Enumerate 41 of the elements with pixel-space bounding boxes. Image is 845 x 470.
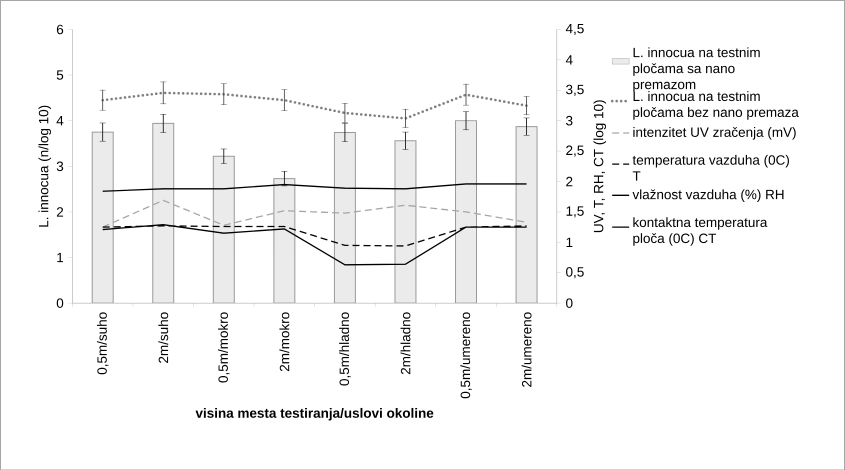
y2-tick-label: 3,5 (566, 84, 584, 96)
y-tick-label: 2 (56, 206, 64, 216)
y2-tick-label: 1,5 (566, 206, 584, 218)
y2-tick-label: 2 (566, 176, 572, 186)
bar (455, 120, 477, 303)
line-series (101, 91, 528, 120)
y2-tick-label: 1 (566, 237, 572, 247)
x-tick-label: 0,5m/hladno (339, 312, 351, 386)
legend-label: intenzitet UV zračenja (mV) (633, 126, 796, 140)
bar (152, 122, 174, 303)
y-axis-title: L. innocua (n/log 10) (38, 105, 52, 226)
legend-label: kontaktna temperatura ploča (0C) CT (633, 216, 768, 246)
x-tick-label: 0,5m/umereno (460, 312, 472, 398)
bar (334, 132, 356, 303)
y-tick-label: 5 (56, 70, 64, 80)
x-tick-label: 2m/mokro (279, 312, 290, 371)
x-tick-label: 0,5m/mokro (218, 312, 230, 382)
x-tick-label: 2m/suho (158, 312, 168, 363)
bar (92, 131, 114, 303)
x-tick-label: 0,5m/suho (96, 312, 108, 374)
y-tick-label: 3 (56, 161, 64, 171)
y-tick-label: 6 (56, 24, 64, 34)
y2-tick-label: 4,5 (566, 24, 584, 35)
x-tick-label: 2m/hladno (400, 312, 410, 374)
y2-tick-label: 2,5 (566, 145, 584, 156)
bar (394, 140, 416, 303)
y-tick-label: 0 (56, 298, 64, 308)
bar (273, 178, 296, 303)
y2-tick-label: 0 (566, 298, 573, 308)
y2-axis-title: UV, T, RH, CT (log 10) (593, 100, 606, 232)
x-tick-label: 2m/umereno (522, 312, 532, 387)
y-tick-label: 1 (57, 252, 64, 262)
y2-tick-label: 3 (566, 116, 572, 126)
bar (212, 156, 235, 303)
y2-tick-label: 4 (566, 55, 573, 64)
legend-label: L. innocua na testnim pločama sa nano premazom (633, 47, 760, 92)
legend-label: vlažnost vazduha (%) RH (632, 189, 784, 202)
y-tick-label: 4 (56, 116, 64, 126)
x-axis-title: visina mesta testiranja/uslovi okoline (196, 408, 434, 420)
y2-tick-label: 0,5 (566, 266, 584, 278)
bar (516, 126, 538, 303)
